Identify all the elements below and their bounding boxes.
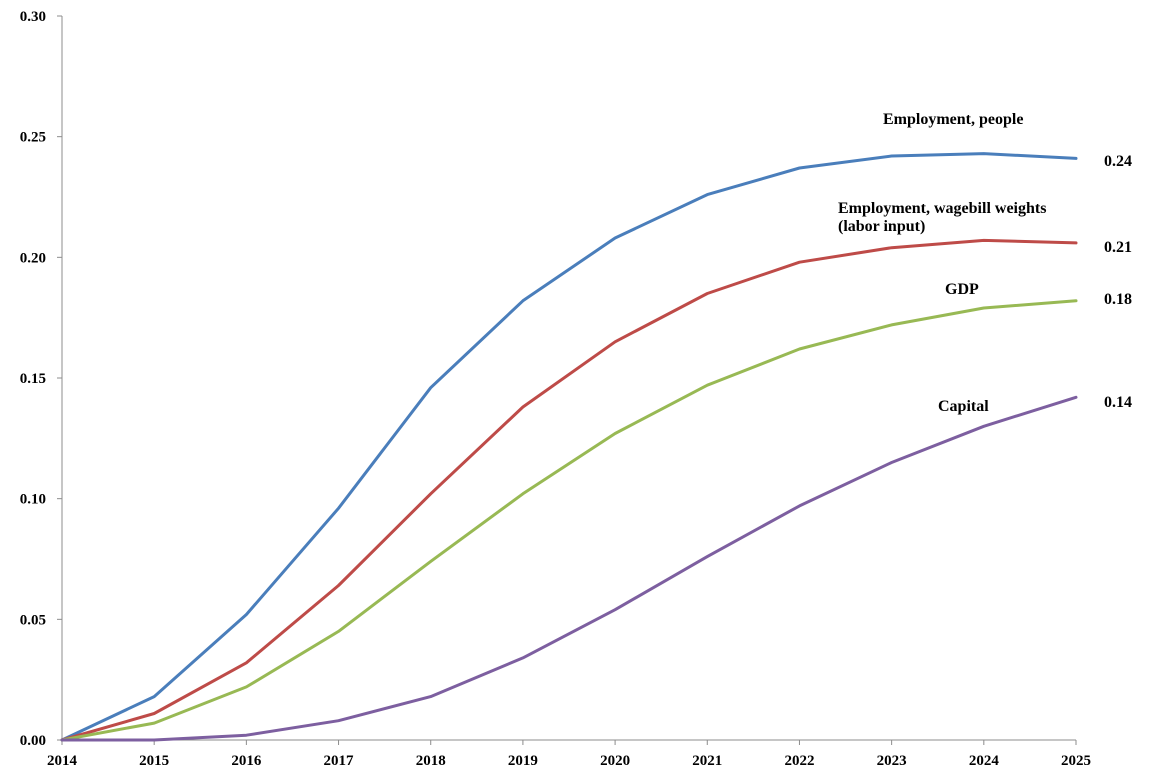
series-label-line: Employment, wagebill weights bbox=[838, 200, 1046, 217]
series-line-3 bbox=[60, 395, 1078, 742]
x-tick-label: 2014 bbox=[47, 753, 78, 769]
series-label-line: Capital bbox=[938, 398, 989, 415]
series-label-employment-people: Employment, people bbox=[883, 111, 1023, 128]
series-label-capital: Capital bbox=[938, 398, 989, 415]
y-tick-label: 0.00 bbox=[20, 733, 46, 749]
series-line-1 bbox=[60, 238, 1078, 742]
series-label-gdp: GDP bbox=[945, 281, 979, 298]
x-tick-label: 2019 bbox=[508, 753, 538, 769]
x-tick-label: 2015 bbox=[139, 753, 169, 769]
series-lines bbox=[60, 152, 1078, 742]
x-tick-label: 2025 bbox=[1061, 753, 1091, 769]
y-tick-label: 0.05 bbox=[20, 612, 46, 628]
series-line-0 bbox=[60, 152, 1078, 742]
end-label-capital: 0.14 bbox=[1104, 394, 1132, 411]
y-tick-label: 0.30 bbox=[20, 9, 46, 25]
series-line-2 bbox=[60, 299, 1078, 742]
x-tick-label: 2023 bbox=[877, 753, 907, 769]
series-label-line: Employment, people bbox=[883, 111, 1023, 128]
x-tick-label: 2016 bbox=[231, 753, 262, 769]
y-tick-label: 0.15 bbox=[20, 371, 46, 387]
end-label-employment-wagebill: 0.21 bbox=[1104, 239, 1132, 256]
x-tick-label: 2020 bbox=[600, 753, 630, 769]
x-tick-label: 2024 bbox=[969, 753, 1000, 769]
end-label-employment-people: 0.24 bbox=[1104, 153, 1132, 170]
y-tick-label: 0.10 bbox=[20, 492, 46, 508]
x-tick-label: 2017 bbox=[324, 753, 355, 769]
x-axis-ticks: 2014 2015 2016 2017 2018 2019 2020 2021 2022 2023… bbox=[47, 740, 1091, 769]
y-axis-ticks: 0.00 0.05 0.10 0.15 0.20 0.25 0.30 bbox=[20, 9, 62, 749]
x-tick-label: 2021 bbox=[692, 753, 722, 769]
y-tick-label: 0.25 bbox=[20, 130, 46, 146]
x-tick-label: 2018 bbox=[416, 753, 446, 769]
series-label-line: GDP bbox=[945, 281, 979, 298]
series-label-employment-wagebill: Employment, wagebill weights (labor inpu… bbox=[838, 200, 1046, 235]
series-label-line: (labor input) bbox=[838, 218, 925, 235]
y-tick-label: 0.20 bbox=[20, 250, 46, 266]
end-label-gdp: 0.18 bbox=[1104, 291, 1132, 308]
x-tick-label: 2022 bbox=[784, 753, 814, 769]
